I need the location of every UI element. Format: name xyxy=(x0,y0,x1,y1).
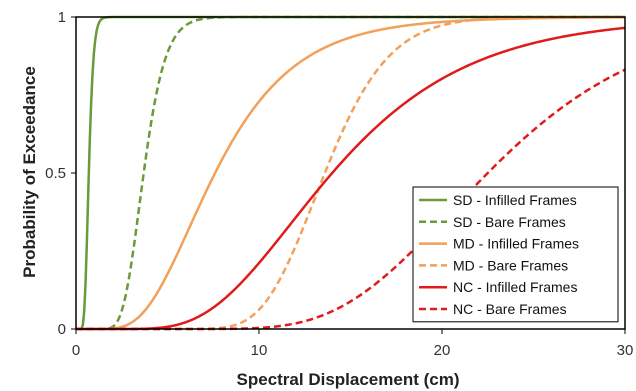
legend-label-3: MD - Infilled Frames xyxy=(453,236,579,252)
y-tick-label: 0.5 xyxy=(45,165,66,182)
x-tick-label: 0 xyxy=(72,342,80,359)
y-axis-title: Probability of Exceedance xyxy=(20,66,39,278)
legend: SD - Infilled Frames SD - Bare Frames MD -… xyxy=(412,186,619,323)
axes-group: 0 10 20 30 0 0.5 1 xyxy=(45,9,633,359)
x-tick-label: 20 xyxy=(434,342,451,359)
y-tick-label: 1 xyxy=(58,9,66,26)
x-tick-label: 10 xyxy=(251,342,268,359)
x-axis-title: Spectral Displacement (cm) xyxy=(237,370,460,389)
y-tick-label: 0 xyxy=(58,321,66,338)
series-line-5 xyxy=(76,26,626,331)
legend-label-1: SD - Infilled Frames xyxy=(453,192,577,208)
legend-box xyxy=(412,186,619,323)
legend-label-2: SD - Bare Frames xyxy=(453,214,566,230)
legend-label-6: NC - Bare Frames xyxy=(453,301,567,317)
x-tick-label: 30 xyxy=(617,342,634,359)
legend-label-4: MD - Bare Frames xyxy=(453,257,568,273)
legend-label-5: NC - Infilled Frames xyxy=(453,279,577,295)
